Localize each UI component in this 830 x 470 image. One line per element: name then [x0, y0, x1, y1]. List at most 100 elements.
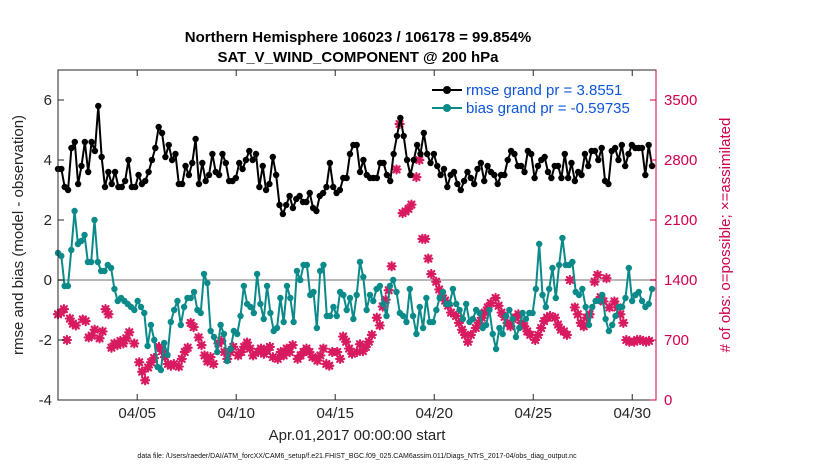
- bias-series-point: [58, 252, 65, 260]
- obs-assimilated-marker: [228, 341, 239, 352]
- rmse-series-point: [491, 171, 498, 179]
- bias-series-point: [177, 321, 184, 329]
- rmse-series-point: [272, 171, 280, 179]
- rmse-series-point: [152, 144, 159, 152]
- obs-assimilated-marker: [601, 273, 612, 284]
- rmse-series-point: [105, 168, 112, 176]
- obs-assimilated-marker: [196, 340, 207, 351]
- obs-assimilated-marker: [406, 199, 417, 210]
- rmse-series-point: [323, 183, 330, 191]
- bias-series-point: [68, 246, 75, 254]
- obs-assimilated-marker: [343, 343, 355, 354]
- rmse-series-point: [158, 129, 166, 137]
- rmse-series-point: [232, 174, 240, 182]
- rmse-series-point: [410, 156, 417, 164]
- obs-assimilated-marker: [112, 340, 123, 351]
- rmse-series-point: [313, 207, 320, 215]
- obs-assimilated-marker: [70, 320, 81, 331]
- obs-assimilated-marker: [244, 343, 256, 354]
- rmse-series-point: [528, 150, 535, 158]
- rmse-series-point: [454, 180, 461, 188]
- rmse-series-point: [437, 171, 444, 179]
- bias-series-point: [141, 309, 148, 317]
- bias-series-point: [174, 297, 181, 305]
- rmse-series-point: [199, 159, 206, 167]
- x-axis-label: Apr.01,2017 00:00:00 start: [269, 427, 447, 444]
- obs-assimilated-marker: [287, 340, 298, 351]
- rmse-series-point: [353, 141, 360, 149]
- bias-series-point: [280, 318, 287, 326]
- rmse-series-point: [460, 177, 468, 185]
- rmse-series-point: [125, 156, 132, 164]
- obs-assimilated-marker: [341, 336, 352, 347]
- legend-bias-label: bias grand pr = -0.59735: [466, 100, 630, 117]
- bias-series-point: [446, 300, 453, 308]
- rmse-series-point: [591, 147, 599, 155]
- bias-series-point: [303, 261, 311, 269]
- rmse-series-point: [58, 165, 65, 173]
- rmse-series-point: [544, 168, 552, 176]
- y-left-tick-label: -4: [39, 392, 52, 409]
- obs-assimilated-marker: [156, 346, 168, 357]
- obs-assimilated-marker: [513, 309, 524, 320]
- rmse-series-point: [360, 156, 367, 164]
- obs-assimilated-marker: [525, 329, 536, 340]
- rmse-series-point: [205, 171, 213, 179]
- rmse-series-point: [296, 192, 303, 200]
- rmse-series-point: [178, 180, 186, 188]
- obs-assimilated-marker: [284, 346, 295, 358]
- rmse-series-point: [484, 162, 491, 170]
- rmse-series-point: [68, 144, 75, 152]
- obs-assimilated-marker: [456, 324, 468, 335]
- rmse-series-point: [387, 177, 394, 185]
- obs-assimilated-marker: [193, 332, 204, 343]
- rmse-series-point: [444, 183, 451, 191]
- obs-assimilated-marker: [519, 321, 530, 332]
- rmse-series-point: [534, 162, 542, 170]
- bias-series-point: [609, 321, 616, 329]
- obs-assimilated-marker: [366, 329, 377, 340]
- rmse-series-point: [145, 168, 152, 176]
- bias-series-point: [423, 294, 430, 302]
- obs-assimilated-marker: [199, 350, 210, 361]
- rmse-series-point: [450, 168, 458, 176]
- bias-series-point: [237, 312, 244, 320]
- rmse-series-point: [88, 138, 95, 146]
- obs-assimilated-marker: [423, 253, 434, 264]
- bias-series-point: [462, 300, 470, 308]
- x-tick-label: 04/15: [316, 405, 354, 422]
- rmse-series-point: [108, 180, 115, 188]
- rmse-series-point: [276, 201, 283, 209]
- bias-series-point: [350, 315, 357, 323]
- bias-series-point: [64, 282, 72, 290]
- obs-assimilated-marker: [496, 307, 507, 318]
- obs-assimilated-marker: [584, 309, 595, 320]
- chart-title-line1: Northern Hemisphere 106023 / 106178 = 99…: [185, 29, 531, 46]
- rmse-series-point: [172, 150, 179, 158]
- obs-assimilated-marker: [278, 350, 289, 361]
- rmse-series-point: [457, 186, 464, 194]
- obs-assimilated-marker: [490, 292, 501, 304]
- rmse-series-point: [242, 156, 250, 164]
- bias-series-point: [297, 276, 304, 284]
- bias-series-point: [383, 312, 390, 320]
- bias-series-point: [353, 291, 360, 299]
- x-tick-label: 04/10: [217, 405, 255, 422]
- bias-series-point: [224, 357, 231, 365]
- bias-series-point: [399, 312, 407, 320]
- bias-series-point: [559, 234, 566, 242]
- bias-series-point: [293, 267, 301, 275]
- obs-assimilated-marker: [473, 317, 484, 328]
- obs-assimilated-marker: [140, 375, 151, 386]
- bias-series-point: [552, 294, 559, 302]
- rmse-series-point: [595, 156, 602, 164]
- bias-series-line: [57, 210, 654, 371]
- obs-assimilated-marker: [479, 307, 490, 318]
- rmse-series-point: [148, 156, 156, 164]
- obs-assimilated-marker: [485, 298, 496, 309]
- bias-series-point: [439, 288, 447, 296]
- obs-assimilated-marker: [426, 268, 437, 280]
- bias-series-point: [87, 258, 95, 266]
- y-left-tick-label: 2: [44, 212, 52, 229]
- obs-assimilated-marker: [159, 352, 171, 363]
